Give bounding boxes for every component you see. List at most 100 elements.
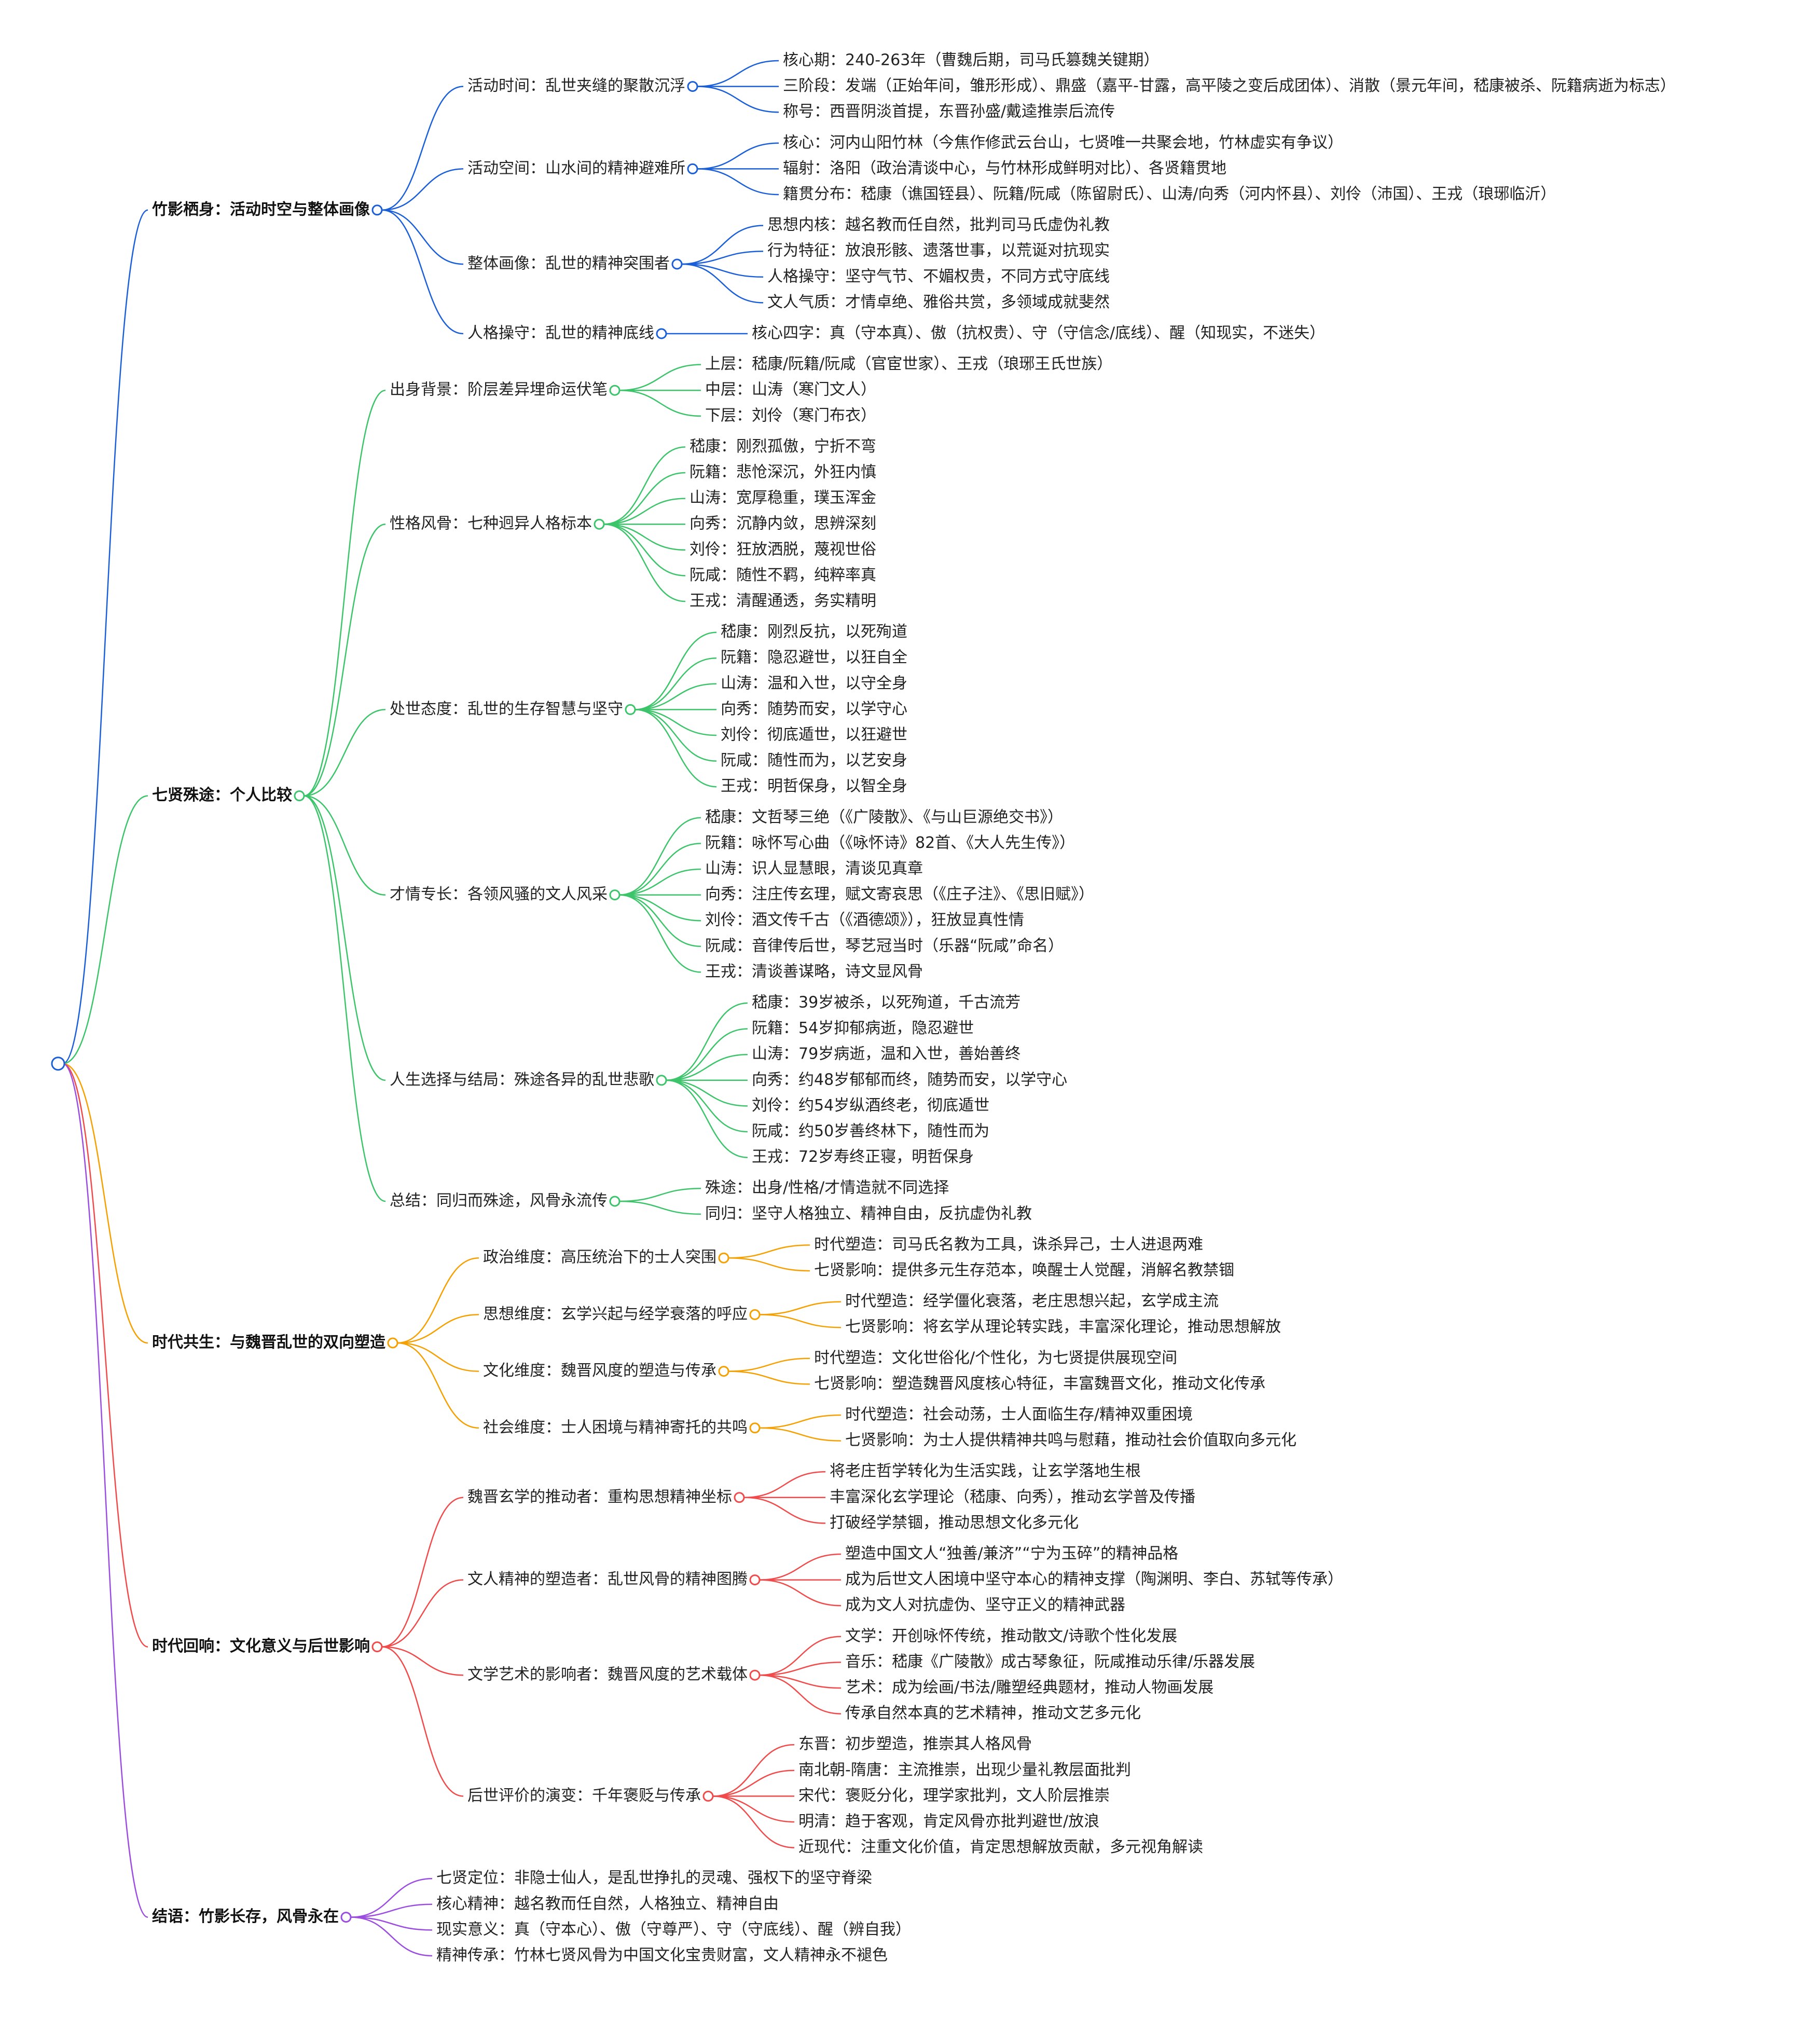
leaf-label: 传承自然本真的艺术精神，推动文艺多元化 [845,1704,1141,1722]
node-knob [702,1790,714,1802]
link [397,1257,479,1344]
leaf-label: 山涛：79岁病逝，温和入世，善始善终 [752,1045,1021,1063]
link [697,86,779,113]
leaf-label: 阮籍：咏怀写心曲（《咏怀诗》82首、《大人先生传》） [705,834,1075,852]
leaf-label: 音乐：嵇康《广陵散》成古琴象征，阮咸推动乐律/乐器发展 [845,1653,1255,1671]
link [62,1063,148,1648]
link [603,498,686,525]
topic-label: 活动空间：山水间的精神避难所 [467,159,685,177]
leaf-label: 嵇康：刚烈反抗，以死殉道 [721,623,907,641]
leaf-label: 精神传承：竹林七贤风骨为中国文化宝贵财富，文人精神永不褪色 [436,1946,888,1965]
leaf-label: 向秀：沉静内敛，思辨深刻 [690,515,876,533]
link [603,523,686,577]
link [619,1187,701,1202]
node-knob [671,258,683,270]
link [666,1053,748,1081]
link [350,1916,433,1957]
link [666,1079,748,1158]
topic-label: 总结：同归而殊途，风骨永流传 [390,1192,608,1210]
link [62,1063,148,1344]
node-knob [294,790,305,802]
leaf-label: 成为后世文人困境中坚守本心的精神支撑（陶渊明、李白、苏轼等传承） [845,1570,1343,1588]
link [304,795,386,1202]
link [350,1916,433,1931]
link [619,894,701,922]
link [712,1770,795,1797]
leaf-label: 阮籍：54岁抑郁病逝，隐忍避世 [752,1019,974,1037]
link [681,250,764,265]
leaf-label: 艺术：成为绘画/书法/雕塑经典题材，推动人物画发展 [845,1679,1214,1697]
leaf-label: 向秀：注庄传玄理，赋文寄哀思（《庄子注》、《思旧赋》） [705,885,1094,903]
link [304,389,386,797]
link [381,168,464,211]
leaf-label: 三阶段：发端（正始年间，雏形形成）、鼎盛（嘉平-甘露，高平陵之变后成团体）、消散… [783,77,1676,95]
leaf-label: 阮咸：音律传后世，琴艺冠当时（乐器“阮咸”命名） [705,937,1064,955]
node-knob [609,1196,621,1207]
branch-label: 结语：竹影长存，风骨永在 [152,1908,339,1926]
leaf-label: 上层：嵇康/阮籍/阮咸（官宦世家）、王戎（琅琊王氏世族） [705,355,1112,373]
link [728,1370,810,1385]
node-knob [625,704,636,715]
leaf-label: 阮籍：隐忍避世，以狂自全 [721,649,907,667]
topic-label: 魏晋玄学的推动者：重构思想精神坐标 [467,1488,732,1506]
link [62,209,148,1064]
link [666,1002,748,1081]
leaf-label: 中层：山涛（寒门文人） [705,381,876,399]
node-knob [718,1366,729,1377]
link [681,263,764,304]
link [619,894,701,973]
link [381,1646,464,1797]
link [759,1636,842,1676]
link [635,709,717,762]
leaf-label: 辐射：洛阳（政治清谈中心，与竹林形成鲜明对比）、各贤籍贯地 [783,159,1226,177]
topic-label: 出身背景：阶层差异埋命运伏笔 [390,381,608,399]
link [635,683,717,710]
node-knob [371,204,383,216]
link [304,795,386,896]
leaf-label: 山涛：宽厚稳重，璞玉浑金 [690,489,876,507]
link [759,1553,842,1581]
link [397,1342,479,1429]
leaf-label: 文学：开创咏怀传统，推动散文/诗歌个性化发展 [845,1627,1177,1645]
link [603,523,686,602]
topic-label: 文人精神的塑造者：乱世风骨的精神图腾 [467,1570,748,1588]
link [381,209,464,265]
leaf-label: 向秀：随势而安，以学守心 [721,700,907,718]
leaf-label: 阮咸：随性而为，以艺安身 [721,751,907,770]
topic-label: 性格风骨：七种迥异人格标本 [390,515,592,533]
leaf-label: 成为文人对抗虚伪、坚守正义的精神武器 [845,1596,1125,1614]
topic-label: 后世评价的演变：千年褒贬与传承 [467,1787,701,1805]
leaf-label: 同归：坚守人格独立、精神自由，反抗虚伪礼教 [705,1204,1032,1223]
leaf-label: 时代塑造：文化世俗化/个性化，为七贤提供展现空间 [814,1349,1177,1367]
node-knob [687,163,698,174]
link [697,142,779,170]
link [759,1579,842,1607]
leaf-label: 宋代：褒贬分化，理学家批判，文人阶层推崇 [798,1787,1110,1805]
leaf-label: 七贤定位：非隐士仙人，是乱世挣扎的灵魂、强权下的坚守脊梁 [436,1869,872,1887]
branch-label: 七贤殊途：个人比较 [152,786,292,804]
node-knob [734,1492,745,1503]
topic-label: 人生选择与结局：殊途各异的乱世悲歌 [390,1071,654,1089]
link [381,1579,464,1648]
branch-label: 时代回响：文化意义与后世影响 [152,1637,370,1655]
link [603,523,686,551]
link [728,1257,810,1272]
topic-label: 才情专长：各领风骚的文人风采 [390,885,608,903]
leaf-label: 时代塑造：司马氏名教为工具，诛杀异己，士人进退两难 [814,1236,1203,1254]
leaf-label: 山涛：识人显慧眼，清谈见真章 [705,860,923,878]
link [304,523,386,797]
link [635,709,717,788]
node-knob [656,328,667,339]
link [603,446,686,525]
link [697,60,779,87]
topic-label: 人格操守：乱世的精神底线 [467,324,654,342]
leaf-label: 下层：刘伶（寒门布衣） [705,406,876,424]
leaf-label: 向秀：约48岁郁郁而终，随势而安，以学守心 [752,1071,1067,1089]
link [397,1314,479,1344]
leaf-label: 打破经学禁锢，推动思想文化多元化 [830,1514,1079,1532]
leaf-label: 核心精神：越名教而任自然，人格独立、精神自由 [436,1895,779,1913]
root-knob [51,1057,65,1071]
link [350,1877,433,1918]
node-knob [609,889,621,901]
